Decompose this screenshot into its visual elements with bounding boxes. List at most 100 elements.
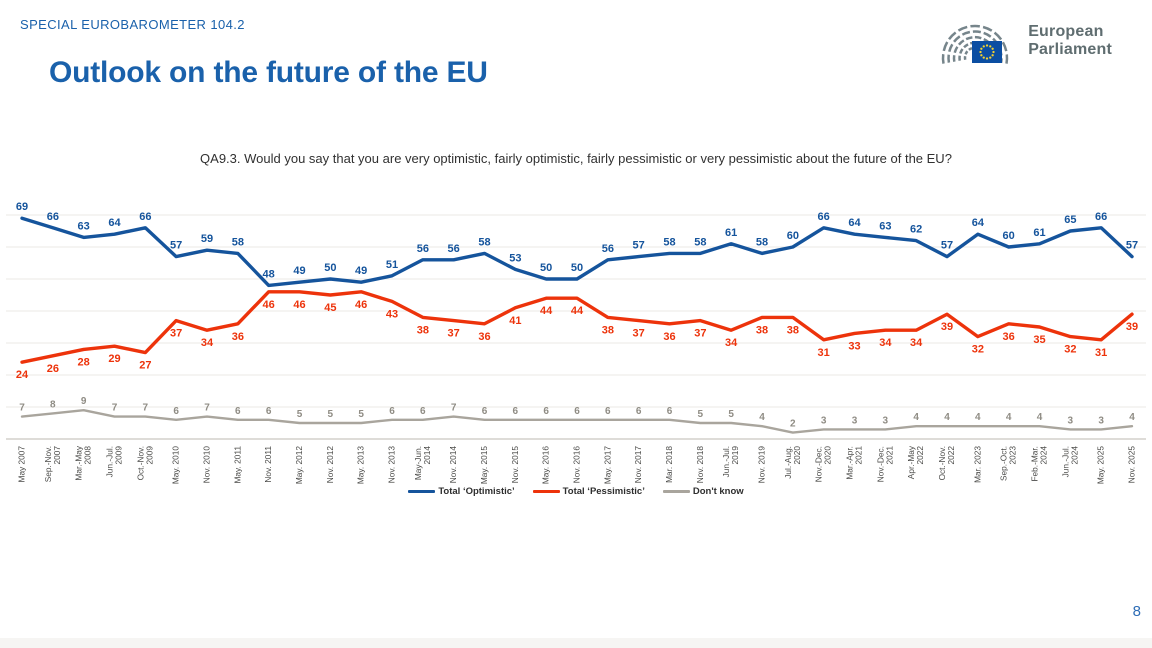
x-axis-label: Feb.-Mar.2024 bbox=[1030, 446, 1049, 482]
total-optimistic-value-label: 51 bbox=[386, 259, 398, 271]
total-pessimistic-value-label: 35 bbox=[1033, 334, 1045, 346]
x-axis-label: Sep.-Nov.2007 bbox=[43, 446, 62, 483]
dont-know-value-label: 9 bbox=[81, 396, 87, 407]
total-optimistic-value-label: 66 bbox=[1095, 211, 1107, 223]
total-optimistic-value-label: 57 bbox=[170, 240, 182, 252]
x-axis-label: Jun.-Jul.2024 bbox=[1060, 446, 1079, 478]
x-axis-label: Nov.-Dec.2020 bbox=[814, 446, 833, 483]
x-axis-label: May. 2016 bbox=[541, 446, 551, 485]
dont-know-value-label: 5 bbox=[728, 409, 734, 420]
total-pessimistic-value-label: 38 bbox=[417, 324, 429, 336]
dont-know-value-label: 5 bbox=[698, 409, 704, 420]
x-axis-label: Nov. 2025 bbox=[1127, 446, 1137, 484]
dont-know-value-label: 7 bbox=[204, 403, 210, 414]
total-pessimistic-value-label: 37 bbox=[633, 328, 645, 340]
dont-know-value-label: 4 bbox=[1129, 412, 1135, 423]
total-pessimistic-value-label: 36 bbox=[232, 331, 244, 343]
dont-know-value-label: 6 bbox=[605, 406, 611, 417]
legend-item-dont-know: Don't know bbox=[662, 486, 744, 497]
x-axis-label: Nov. 2011 bbox=[263, 446, 273, 483]
x-axis-label: May-Jun.2014 bbox=[413, 446, 432, 480]
total-pessimistic-value-label: 34 bbox=[910, 337, 923, 349]
dont-know-value-label: 6 bbox=[513, 406, 519, 417]
total-pessimistic-value-label: 34 bbox=[725, 337, 738, 349]
total-optimistic-value-label: 66 bbox=[139, 211, 151, 223]
bottom-margin-strip bbox=[0, 638, 1152, 648]
total-optimistic-value-label: 61 bbox=[1033, 227, 1045, 239]
ep-logo-text-line1: European bbox=[1028, 23, 1104, 41]
dont-know-value-label: 8 bbox=[50, 399, 56, 410]
total-optimistic-value-label: 64 bbox=[972, 217, 985, 229]
dont-know-value-label: 2 bbox=[790, 419, 796, 430]
total-pessimistic-value-label: 31 bbox=[1095, 347, 1107, 359]
total-pessimistic-value-label: 32 bbox=[1064, 344, 1076, 356]
total-pessimistic-value-label: 37 bbox=[448, 328, 460, 340]
total-optimistic-value-label: 66 bbox=[818, 211, 830, 223]
ep-hemicycle-flag-icon bbox=[941, 24, 1009, 64]
total-pessimistic-value-label: 38 bbox=[602, 324, 614, 336]
report-series-label: SPECIAL EUROBAROMETER 104.2 bbox=[20, 17, 245, 32]
x-axis-label: Jun.-Jul.2009 bbox=[105, 446, 124, 478]
x-axis-label: Nov. 2015 bbox=[510, 446, 520, 484]
total-optimistic-value-label: 69 bbox=[16, 201, 28, 213]
x-axis-label: May. 2012 bbox=[294, 446, 304, 485]
x-axis-label: Mar. 2018 bbox=[664, 446, 674, 483]
dont-know-value-label: 6 bbox=[389, 406, 395, 417]
total-optimistic-value-label: 65 bbox=[1064, 214, 1076, 226]
x-axis-label: May. 2017 bbox=[602, 446, 612, 485]
x-axis-label: Oct.-Nov.2009 bbox=[135, 446, 154, 481]
x-axis-label: Nov.-Dec.2021 bbox=[875, 446, 894, 483]
dont-know-line bbox=[20, 408, 1134, 434]
total-optimistic-value-label: 53 bbox=[509, 252, 521, 264]
total-pessimistic-value-label: 44 bbox=[540, 305, 553, 317]
dont-know-value-label: 5 bbox=[358, 409, 364, 420]
total-pessimistic-value-label: 38 bbox=[787, 324, 799, 336]
ep-logo-text: European Parliament bbox=[1028, 23, 1112, 59]
total-pessimistic-value-label: 41 bbox=[509, 315, 521, 327]
total-pessimistic-value-label: 36 bbox=[1003, 331, 1015, 343]
total-optimistic-value-label: 63 bbox=[879, 220, 891, 232]
total-pessimistic-value-label: 37 bbox=[170, 328, 182, 340]
total-pessimistic-value-label: 43 bbox=[386, 308, 398, 320]
total-optimistic-value-label: 58 bbox=[756, 236, 768, 248]
total-pessimistic-value-label: 33 bbox=[848, 340, 860, 352]
x-axis-label: Jul.-Aug.2020 bbox=[783, 446, 802, 479]
legend-swatch-total-optimistic bbox=[408, 490, 436, 493]
total-pessimistic-value-label: 37 bbox=[694, 328, 706, 340]
total-pessimistic-value-label: 46 bbox=[263, 299, 275, 311]
total-pessimistic-value-label: 39 bbox=[1126, 321, 1138, 333]
total-optimistic-value-label: 57 bbox=[941, 240, 953, 252]
total-optimistic-value-label: 64 bbox=[108, 217, 121, 229]
survey-question: QA9.3. Would you say that you are very o… bbox=[200, 151, 952, 166]
legend-item-total-pessimistic: Total ‘Pessimistic’ bbox=[532, 486, 645, 497]
dont-know-value-label: 7 bbox=[451, 403, 457, 414]
total-pessimistic-value-label: 46 bbox=[293, 299, 305, 311]
total-optimistic-value-label: 56 bbox=[602, 243, 614, 255]
total-optimistic-value-label: 58 bbox=[232, 236, 244, 248]
total-optimistic-value-label: 58 bbox=[694, 236, 706, 248]
total-optimistic-value-label: 57 bbox=[1126, 240, 1138, 252]
total-optimistic-value-label: 60 bbox=[1003, 230, 1015, 242]
total-optimistic-value-label: 56 bbox=[448, 243, 460, 255]
total-pessimistic-line bbox=[20, 290, 1134, 364]
dont-know-value-label: 4 bbox=[1037, 412, 1043, 423]
total-optimistic-value-label: 48 bbox=[263, 268, 275, 280]
total-pessimistic-value-label: 46 bbox=[355, 299, 367, 311]
total-optimistic-value-label: 59 bbox=[201, 233, 213, 245]
dont-know-value-label: 3 bbox=[1098, 415, 1104, 426]
total-pessimistic-value-label: 34 bbox=[879, 337, 892, 349]
dont-know-value-label: 7 bbox=[112, 403, 118, 414]
dont-know-value-label: 7 bbox=[143, 403, 149, 414]
total-optimistic-value-label: 50 bbox=[540, 262, 552, 274]
legend-swatch-dont-know bbox=[662, 490, 690, 493]
x-axis-label: May. 2011 bbox=[232, 446, 242, 484]
total-pessimistic-value-label: 26 bbox=[47, 363, 59, 375]
dont-know-value-label: 3 bbox=[821, 415, 827, 426]
total-optimistic-value-label: 58 bbox=[478, 236, 490, 248]
dont-know-value-label: 6 bbox=[667, 406, 673, 417]
total-optimistic-value-label: 60 bbox=[787, 230, 799, 242]
x-axis-label: Jun.-Jul.2019 bbox=[721, 446, 740, 478]
total-optimistic-value-label: 63 bbox=[78, 220, 90, 232]
x-axis-label: Nov. 2012 bbox=[325, 446, 335, 484]
